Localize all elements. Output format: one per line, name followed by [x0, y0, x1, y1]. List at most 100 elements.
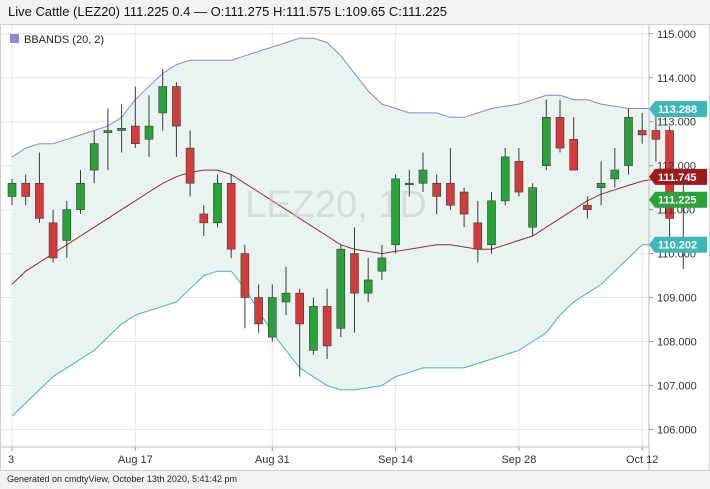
candle-body: [185, 147, 195, 184]
candle-body: [7, 182, 17, 197]
candle-body: [21, 182, 31, 197]
candle: [446, 148, 455, 210]
candle-body: [144, 125, 154, 140]
x-axis: 3 Aug 17 Aug 31 Sep 14 Sep 28 Oct 12: [1, 446, 658, 466]
candle: [637, 112, 647, 144]
y-tick-label: 108.000: [657, 337, 697, 349]
candle-body: [350, 253, 359, 294]
candle-body: [295, 292, 305, 325]
candle: [62, 200, 72, 258]
x-tick-label: Aug 31: [255, 454, 290, 466]
candle-body: [322, 306, 332, 347]
price-tag: 113.288: [649, 101, 707, 118]
candle: [528, 183, 537, 236]
candle: [144, 95, 154, 157]
candle-body: [240, 253, 250, 298]
y-tick-label: 115.000: [657, 29, 696, 41]
candle-body: [637, 130, 647, 136]
candle: [432, 174, 442, 215]
candle: [418, 152, 428, 193]
candle: [624, 108, 633, 175]
candle-body: [213, 182, 222, 224]
candle-body: [48, 222, 58, 259]
y-tick-label: 114.000: [657, 73, 696, 85]
candle: [281, 266, 291, 316]
candle-body: [363, 279, 373, 294]
candle-body: [432, 182, 442, 197]
y-tick-label: 109.000: [657, 293, 697, 305]
price-tag-label: 110.202: [658, 240, 697, 252]
price-chart: LEZ20, 1D 115.000114.000113.000112.00011…: [1, 25, 707, 470]
candle-body: [583, 204, 592, 210]
candle: [596, 161, 606, 206]
candlesticks: [7, 68, 688, 377]
candle: [226, 174, 236, 258]
price-tag-label: 111.745: [658, 172, 697, 184]
candle: [240, 244, 250, 329]
candle-body: [158, 86, 167, 114]
candle: [309, 297, 318, 355]
candle: [459, 187, 469, 228]
candle-body: [172, 86, 181, 127]
candle: [555, 99, 565, 153]
candle-body: [555, 117, 565, 149]
x-tick-label: Sep 14: [378, 454, 413, 466]
candle: [651, 117, 661, 162]
candle-body: [103, 130, 113, 133]
candle: [541, 99, 551, 171]
price-tag-shape: [649, 191, 707, 208]
candle: [21, 174, 31, 206]
bbands-legend[interactable]: BBANDS (20, 2): [10, 34, 104, 46]
candle-body: [131, 125, 140, 144]
candle: [48, 209, 58, 263]
candle: [76, 170, 85, 215]
price-tags: 113.288 111.745 111.225 110.202: [649, 101, 707, 253]
candle-body: [596, 182, 606, 188]
candle: [487, 192, 496, 254]
y-tick-label: 106.000: [657, 424, 697, 436]
x-tick-label: 3: [8, 454, 14, 466]
x-tick-label: Aug 17: [118, 454, 153, 466]
candle-body: [473, 222, 483, 250]
candle: [117, 104, 126, 153]
candle-body: [541, 117, 551, 166]
generated-footer: Generated on cmdtyView, October 13th 202…: [7, 474, 237, 484]
candle-body: [610, 169, 620, 180]
y-tick-label: 107.000: [657, 380, 697, 392]
candle-body: [76, 182, 85, 210]
candle: [158, 68, 167, 131]
candle: [103, 108, 113, 171]
price-tag-shape: [649, 168, 707, 185]
candle: [404, 170, 414, 197]
candle: [350, 227, 359, 333]
candle: [569, 117, 579, 171]
candle-body: [309, 306, 318, 351]
price-tag: 110.202: [649, 236, 707, 253]
legend-label: BBANDS (20, 2): [24, 34, 104, 46]
x-tick-label: Oct 12: [626, 454, 658, 466]
candle-body: [35, 182, 44, 219]
candle-body: [487, 200, 496, 246]
candle-body: [624, 117, 633, 166]
candle-body: [446, 182, 455, 206]
candle-body: [89, 143, 99, 171]
candle: [473, 200, 483, 263]
candle: [35, 152, 44, 223]
candle: [267, 284, 277, 342]
candle: [363, 257, 373, 302]
candle-body: [528, 187, 537, 228]
candle-body: [514, 160, 524, 193]
price-tag: 111.225: [649, 191, 707, 208]
candle-body: [459, 191, 469, 215]
candle: [295, 288, 305, 377]
candle-body: [281, 292, 291, 303]
price-tag-label: 113.288: [658, 104, 697, 116]
chart-title: Live Cattle (LEZ20) 111.225 0.4 — O:111.…: [8, 4, 447, 19]
candle-body: [199, 213, 209, 224]
price-tag-label: 111.225: [658, 195, 697, 207]
candle-body: [569, 138, 579, 171]
candle: [322, 288, 332, 360]
candle-body: [404, 182, 414, 186]
candle: [514, 148, 524, 197]
